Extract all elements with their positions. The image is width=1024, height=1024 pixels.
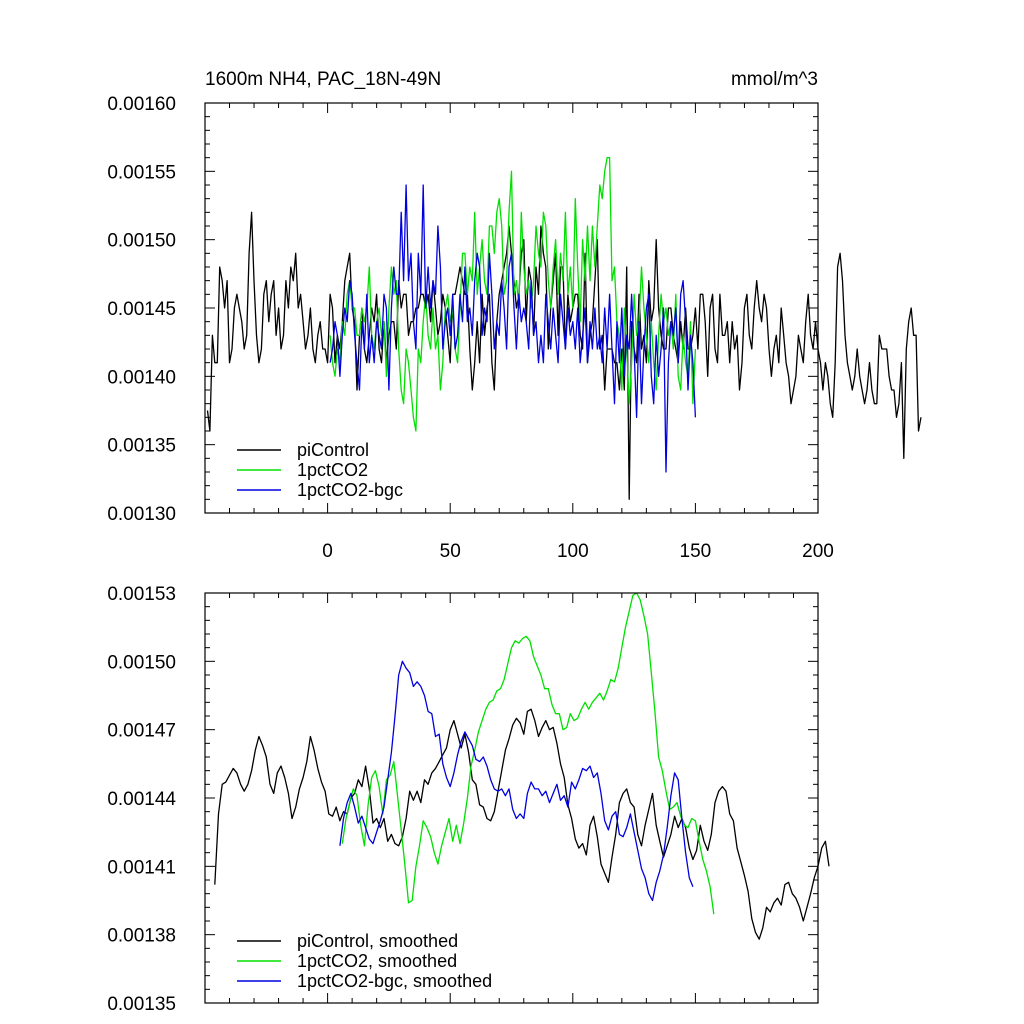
y-tick-label: 0.00145 — [107, 299, 176, 320]
legend-label: 1pctCO2-bgc — [297, 480, 403, 500]
plot-frame — [204, 102, 819, 514]
top-panel: 0.00130 0.00135 0.00140 0.00145 0.00150 0.001… — [107, 69, 922, 562]
y-tick-label: 0.00135 — [107, 436, 176, 457]
legend-label: 1pctCO2-bgc, smoothed — [297, 971, 492, 991]
legend-label: 1pctCO2 — [297, 460, 368, 480]
y-tick-label: 0.00138 — [107, 926, 176, 947]
series-line-1pctco2-bgc — [329, 184, 697, 473]
series-line-picontrol-smoothed — [214, 708, 830, 940]
y-tick-label: 0.00140 — [107, 367, 176, 388]
y-tick-label: 0.00160 — [107, 94, 176, 115]
y-tick-label: 0.00144 — [107, 789, 176, 810]
x-tick-label: 0 — [322, 541, 333, 562]
y-tick-label: 0.00130 — [107, 504, 176, 525]
y-tick-label: 0.00155 — [107, 162, 176, 183]
series-line-1pctco2-bgc-smoothed — [339, 660, 694, 902]
x-tick-label: 50 — [440, 541, 461, 562]
y-tick-label: 0.00153 — [107, 584, 176, 605]
legend-label: piControl — [297, 440, 369, 460]
legend-label: piControl, smoothed — [297, 931, 458, 951]
bottom-panel: 0.00135 0.00138 0.00141 0.00144 0.00147 0.001… — [107, 584, 830, 1015]
series-line-1pctco2 — [329, 157, 697, 432]
chart-title: 1600m NH4, PAC_18N-49N — [205, 69, 441, 90]
legend-label: 1pctCO2, smoothed — [297, 951, 457, 971]
units-label: mmol/m^3 — [731, 69, 818, 90]
y-tick-label: 0.00150 — [107, 231, 176, 252]
series-line-picontrol — [206, 211, 922, 500]
y-tick-label: 0.00135 — [107, 994, 176, 1015]
series-line-1pctco2-smoothed — [341, 592, 715, 915]
y-tick-label: 0.00141 — [107, 857, 176, 878]
y-tick-label: 0.00150 — [107, 652, 176, 673]
x-tick-label: 200 — [802, 541, 834, 562]
x-tick-label: 150 — [680, 541, 712, 562]
x-tick-label: 100 — [557, 541, 589, 562]
y-tick-label: 0.00147 — [107, 721, 176, 742]
plot-frame — [204, 592, 819, 1004]
